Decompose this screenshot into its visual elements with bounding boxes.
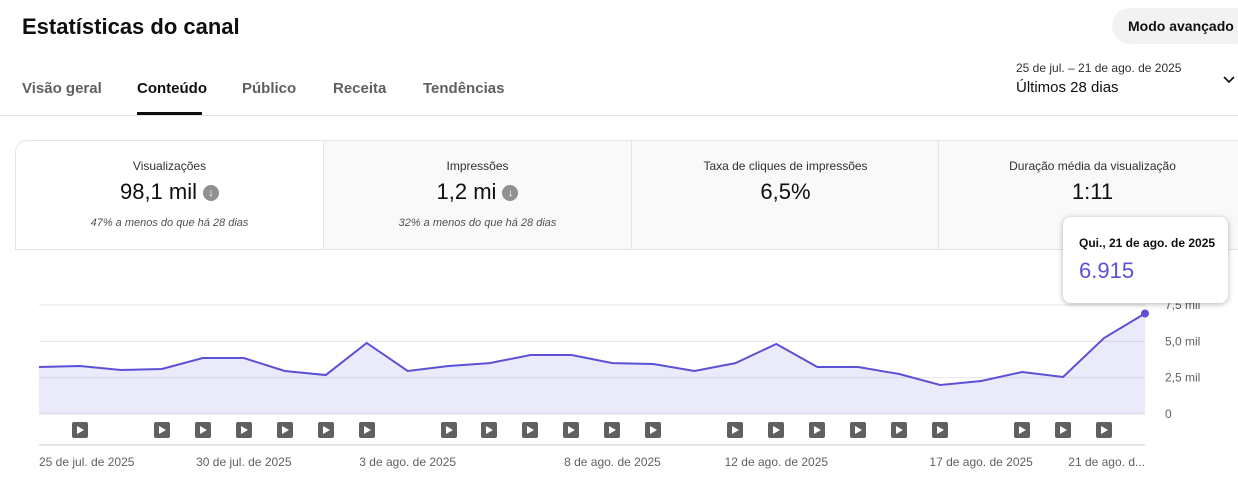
- video-marker[interactable]: [72, 422, 88, 438]
- highlight-point: [1141, 309, 1149, 318]
- y-tick-label: 0: [1165, 407, 1172, 421]
- line: [38, 312, 1146, 386]
- tab[interactable]: Público: [242, 80, 297, 97]
- tooltip-date: Qui., 21 de ago. de 2025: [1079, 236, 1216, 250]
- video-marker[interactable]: [195, 422, 211, 438]
- page-title: Estatísticas do canal: [22, 14, 240, 39]
- video-marker[interactable]: [932, 422, 948, 438]
- advanced-mode-button[interactable]: Modo avançado: [1112, 8, 1238, 44]
- y-tick-label: 5,0 mil: [1165, 334, 1200, 348]
- date-period[interactable]: Últimos 28 dias: [1016, 79, 1119, 96]
- video-marker[interactable]: [768, 422, 784, 438]
- tab[interactable]: Conteúdo: [137, 80, 207, 97]
- video-marker[interactable]: [604, 422, 620, 438]
- metric-value: 6,5%: [760, 179, 811, 204]
- video-marker[interactable]: [850, 422, 866, 438]
- x-tick-label: 30 de jul. de 2025: [196, 455, 292, 469]
- video-marker[interactable]: [359, 422, 375, 438]
- video-marker[interactable]: [154, 422, 170, 438]
- video-marker[interactable]: [1096, 422, 1112, 438]
- area: [39, 313, 1145, 414]
- metric-label: Visualizações: [132, 159, 207, 173]
- video-marker[interactable]: [481, 422, 497, 438]
- metric-label: Impressões: [446, 159, 509, 173]
- metric-value-text: 98,1 mil: [119, 179, 198, 204]
- dropdown-chevron[interactable]: [1222, 73, 1236, 87]
- metric-label: Taxa de cliques de impressões: [703, 159, 868, 173]
- tooltip-value: 6.915: [1079, 258, 1135, 283]
- video-marker[interactable]: [563, 422, 579, 438]
- x-tick-label: 17 de ago. de 2025: [929, 455, 1033, 469]
- tab-underline: [137, 112, 202, 115]
- video-markers: [72, 422, 1112, 438]
- metric-label: Duração média da visualização: [1009, 159, 1176, 173]
- tab[interactable]: Receita: [333, 80, 387, 97]
- metric-card[interactable]: Impressões 1,2 mi ↓ 32% a menos do que há…: [323, 141, 631, 249]
- metric-value-text: 1,2 mi: [436, 179, 497, 204]
- video-marker[interactable]: [318, 422, 334, 438]
- video-marker[interactable]: [522, 422, 538, 438]
- video-marker[interactable]: [1014, 422, 1030, 438]
- down-icon: ↓: [502, 185, 519, 201]
- video-marker[interactable]: [1055, 422, 1071, 438]
- y-tick-label: 2,5 mil: [1165, 371, 1200, 385]
- metric-card[interactable]: Visualizações 98,1 mil ↓ 47% a menos do q…: [16, 141, 323, 249]
- metric-change: 47% a menos do que há 28 dias: [90, 217, 249, 229]
- video-marker[interactable]: [277, 422, 293, 438]
- x-tick-label: 12 de ago. de 2025: [725, 455, 829, 469]
- x-tick-label: 25 de jul. de 2025: [39, 455, 135, 469]
- divider: [0, 115, 1238, 116]
- video-marker[interactable]: [236, 422, 252, 438]
- tooltip: Qui., 21 de ago. de 2025 6.915: [1063, 217, 1228, 303]
- metric-change: 32% a menos do que há 28 dias: [398, 217, 557, 229]
- metric-card[interactable]: Taxa de cliques de impressões 6,5%: [631, 141, 939, 249]
- x-tick-label: 8 de ago. de 2025: [564, 455, 661, 469]
- tab[interactable]: Visão geral: [22, 80, 102, 97]
- video-marker[interactable]: [727, 422, 743, 438]
- video-marker[interactable]: [645, 422, 661, 438]
- video-marker[interactable]: [809, 422, 825, 438]
- x-tick-label: 21 de ago. d...: [1068, 455, 1145, 469]
- x-tick-label: 3 de ago. de 2025: [359, 455, 456, 469]
- metric-value: 1,2 mi ↓: [324, 179, 631, 205]
- video-marker[interactable]: [891, 422, 907, 438]
- metric-value: 98,1 mil ↓: [16, 179, 323, 205]
- metric-cards: Visualizações 98,1 mil ↓ 47% a menos do q…: [15, 140, 1238, 250]
- down-icon: ↓: [203, 185, 220, 201]
- date-range[interactable]: 25 de jul. – 21 de ago. de 2025: [1016, 61, 1182, 75]
- video-marker[interactable]: [441, 422, 457, 438]
- tab[interactable]: Tendências: [423, 80, 505, 97]
- metric-value: 1:11: [1071, 179, 1114, 204]
